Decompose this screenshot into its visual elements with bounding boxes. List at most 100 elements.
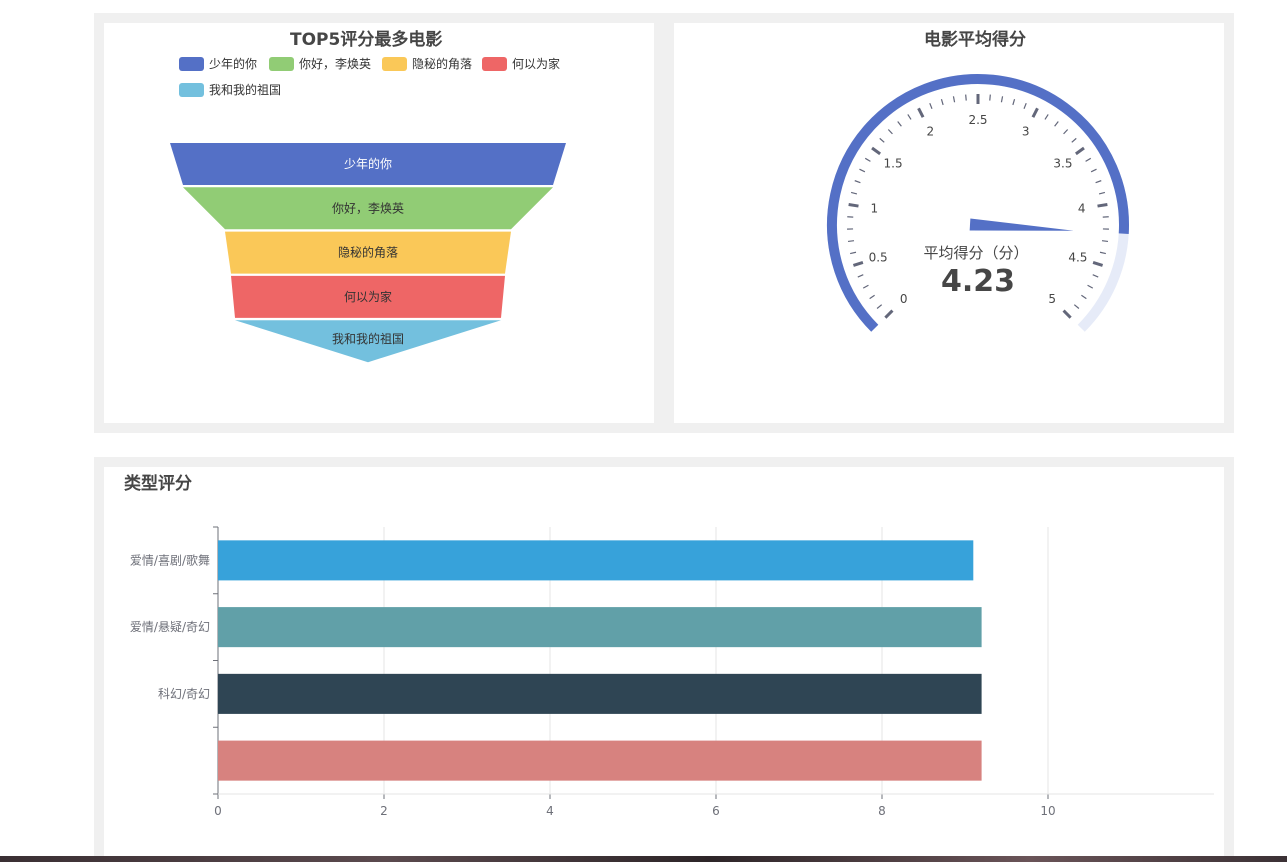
gauge-minor-tick <box>907 114 912 120</box>
gauge-tick-label: 1.5 <box>884 156 903 170</box>
gauge-minor-tick <box>879 137 885 143</box>
gauge-body: 0 0.5 1 1.5 2 2.5 3 3.5 4 4.5 5 <box>827 74 1129 332</box>
gauge-minor-tick <box>862 284 869 289</box>
funnel-segment-label: 何以为家 <box>344 289 392 304</box>
gauge-minor-tick <box>965 94 967 101</box>
top-panel-row: TOP5评分最多电影 少年的你 你好，李焕英 隐秘的角落 何以为家 我和我的祖国 少年的… <box>94 13 1234 433</box>
legend-item[interactable]: 你好，李焕英 <box>269 55 371 72</box>
funnel-segment-label: 我和我的祖国 <box>332 331 404 346</box>
funnel-chart-title: TOP5评分最多电影 <box>290 30 443 50</box>
funnel-chart-card: TOP5评分最多电影 少年的你 你好，李焕英 隐秘的角落 何以为家 我和我的祖国 少年的… <box>104 23 654 423</box>
legend-swatch <box>179 56 204 71</box>
funnel-segment-label: 隐秘的角落 <box>338 245 398 260</box>
funnel-segment-label: 你好，李焕英 <box>332 200 404 215</box>
gauge-tick-label: 0.5 <box>869 250 888 264</box>
bar-chart-title: 类型评分 <box>124 474 192 494</box>
gauge-value-label: 平均得分（分） <box>923 244 1028 262</box>
funnel-segment[interactable] <box>235 320 501 363</box>
gauge-minor-tick <box>989 94 991 101</box>
gauge-major-tick <box>1031 107 1039 118</box>
gauge-minor-tick <box>854 180 861 184</box>
gauge-major-tick <box>1075 146 1085 156</box>
gauge-tick-label: 1 <box>870 202 878 216</box>
gauge-minor-tick <box>1023 102 1027 109</box>
gauge-minor-tick <box>1087 284 1094 289</box>
gauge-minor-tick <box>1095 180 1102 184</box>
funnel-segment-label: 少年的你 <box>344 156 392 171</box>
gauge-minor-tick <box>1090 168 1097 173</box>
x-tick-label: 0 <box>214 804 222 818</box>
gauge-minor-tick <box>1063 129 1069 135</box>
gauge-minor-tick <box>940 99 944 106</box>
gauge-minor-tick <box>1012 99 1016 106</box>
x-tick-label: 10 <box>1040 804 1055 818</box>
funnel-segment[interactable] <box>231 275 505 318</box>
x-tick-label: 8 <box>878 804 886 818</box>
funnel-segment[interactable] <box>170 143 566 185</box>
gauge-tick-label: 4.5 <box>1068 250 1087 264</box>
legend-swatch <box>482 56 507 71</box>
gauge-major-tick <box>917 107 925 118</box>
gauge-minor-tick <box>859 168 866 173</box>
gauge-chart: 0 0.5 1 1.5 2 2.5 3 3.5 4 4.5 5 平均得分（分） 4.23 <box>827 74 1129 332</box>
gauge-minor-tick <box>1081 294 1087 300</box>
y-category-label: 爱情/悬疑/奇幻 <box>130 619 210 634</box>
gauge-minor-tick <box>1054 121 1059 127</box>
bottom-panel-row: 类型评分 0 2 4 6 8 10 爱情/喜剧/歌舞 爱情/悬疑/奇幻 科幻/奇幻 <box>94 457 1234 862</box>
legend-item[interactable]: 隐秘的角落 <box>382 55 472 72</box>
window-bottom-strip <box>0 856 1287 862</box>
gauge-pointer <box>969 218 1074 231</box>
gauge-minor-tick <box>1085 157 1092 162</box>
gauge-tick-label: 2 <box>927 124 935 138</box>
legend-swatch <box>269 56 294 71</box>
gauge-progress-bar <box>827 74 1129 332</box>
gauge-major-tick <box>871 146 881 156</box>
gauge-minor-tick <box>857 274 864 278</box>
legend-swatch <box>179 82 204 97</box>
gauge-minor-tick <box>887 129 893 135</box>
gauge-major-tick <box>1097 203 1108 208</box>
gauge-minor-tick <box>850 251 857 255</box>
gauge-tick-label: 0 <box>900 292 908 306</box>
gauge-major-tick <box>1092 260 1104 267</box>
legend-label: 我和我的祖国 <box>209 83 282 97</box>
legend-label: 少年的你 <box>209 57 258 71</box>
gauge-minor-tick <box>929 102 933 109</box>
gauge-minor-tick <box>1101 240 1109 243</box>
funnel-segment[interactable] <box>225 231 511 274</box>
gauge-tick-label: 3 <box>1022 124 1030 138</box>
gauge-tick-label: 2.5 <box>968 113 987 127</box>
bar[interactable] <box>218 740 982 781</box>
legend-swatch <box>382 56 407 71</box>
legend-item[interactable]: 何以为家 <box>482 55 560 72</box>
gauge-minor-tick <box>1092 274 1099 278</box>
bar[interactable] <box>218 607 982 648</box>
funnel-segment[interactable] <box>183 187 553 230</box>
gauge-minor-tick <box>1044 114 1049 120</box>
legend-label: 隐秘的角落 <box>412 57 473 71</box>
gauge-minor-tick <box>1098 191 1106 195</box>
gauge-chart-title: 电影平均得分 <box>924 30 1026 50</box>
gauge-minor-tick <box>876 304 883 309</box>
gauge-minor-tick <box>952 96 956 103</box>
gauge-minor-tick <box>1099 251 1106 255</box>
bar[interactable] <box>218 673 982 714</box>
gauge-major-tick <box>852 260 864 267</box>
legend-label: 你好，李焕英 <box>299 57 372 71</box>
y-category-label: 科幻/奇幻 <box>158 687 210 701</box>
gauge-minor-tick <box>850 191 858 195</box>
gauge-tick-label: 4 <box>1078 202 1086 216</box>
gauge-minor-tick <box>1000 96 1004 103</box>
bar-chart-card: 类型评分 0 2 4 6 8 10 爱情/喜剧/歌舞 爱情/悬疑/奇幻 科幻/奇幻 <box>104 467 1224 862</box>
gauge-tick-label: 3.5 <box>1053 156 1072 170</box>
legend-item[interactable]: 少年的你 <box>179 55 257 72</box>
gauge-value-text: 4.23 <box>941 264 1015 299</box>
bar[interactable] <box>218 540 974 581</box>
legend-item[interactable]: 我和我的祖国 <box>179 81 281 98</box>
gauge-minor-tick <box>1071 137 1077 143</box>
gauge-tick-label: 5 <box>1048 292 1056 306</box>
y-category-label: 爱情/喜剧/歌舞 <box>130 552 210 567</box>
gauge-major-tick <box>848 203 859 208</box>
